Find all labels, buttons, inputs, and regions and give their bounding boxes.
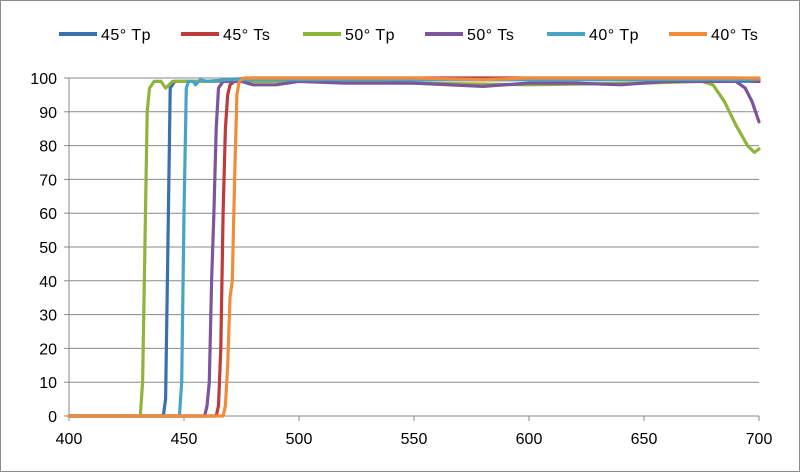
legend-item-4: 50° Ts [425,27,514,44]
y-tick-label: 90 [39,105,57,122]
legend-item-1: 45° Tp [59,27,151,44]
y-axis-tick-labels: 0 10 20 30 40 50 60 70 80 90 100 [30,71,57,426]
legend-item-5: 40° Tp [547,27,639,44]
legend: 45° Tp 45° Ts 50° Tp 50° Ts 40° Tp 40° Ts [59,27,758,44]
x-tick-label: 550 [401,431,428,448]
x-tick-label: 400 [56,431,83,448]
y-tick-label: 50 [39,240,57,257]
x-axis-tick-labels: 400 450 500 550 600 650 700 [56,431,773,448]
legend-label: 50° Tp [345,27,395,44]
y-tick-label: 10 [39,375,57,392]
legend-label: 45° Ts [223,27,270,44]
y-tick-label: 20 [39,341,57,358]
series-lines [67,76,761,418]
series-line-5 [67,78,761,418]
y-tick-label: 80 [39,139,57,156]
series-line-4 [67,79,761,418]
legend-label: 45° Tp [101,27,151,44]
legend-item-2: 45° Ts [181,27,270,44]
legend-item-6: 40° Ts [669,27,758,44]
legend-label: 40° Tp [589,27,639,44]
series-line-6 [67,76,761,418]
gridlines [69,77,759,383]
y-tick-label: 40 [39,274,57,291]
x-tick-label: 500 [286,431,313,448]
x-tick-label: 450 [171,431,198,448]
y-tick-label: 60 [39,206,57,223]
legend-item-3: 50° Tp [303,27,395,44]
legend-label: 50° Ts [467,27,514,44]
legend-label: 40° Ts [711,27,758,44]
y-tick-label: 0 [48,409,57,426]
x-tick-label: 700 [746,431,773,448]
y-tick-label: 100 [30,71,57,88]
x-tick-label: 600 [516,431,543,448]
y-tick-label: 70 [39,172,57,189]
series-line-3 [67,79,761,418]
x-tick-label: 650 [631,431,658,448]
y-tick-label: 30 [39,308,57,325]
